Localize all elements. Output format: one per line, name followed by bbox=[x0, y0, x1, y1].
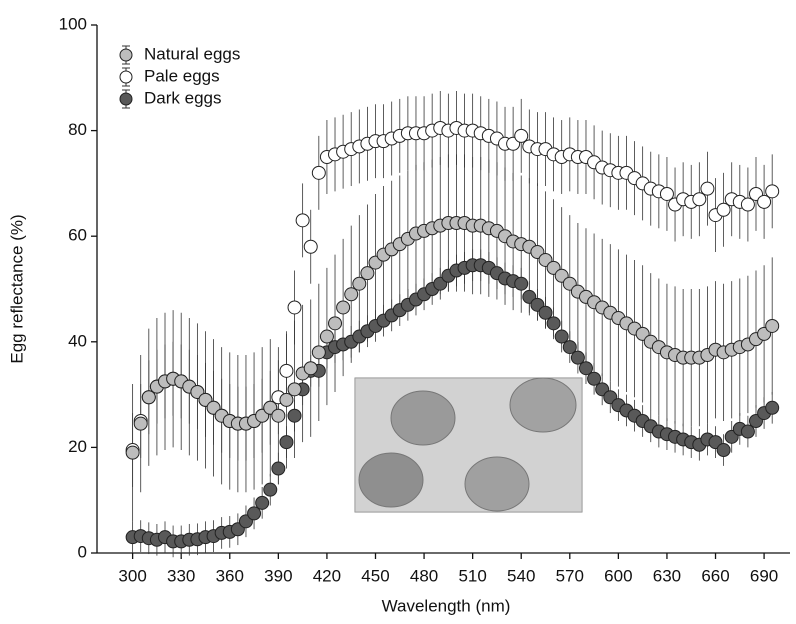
point bbox=[765, 400, 780, 415]
point bbox=[271, 408, 286, 423]
point bbox=[303, 361, 318, 376]
x-tick-label: 570 bbox=[556, 566, 584, 585]
point bbox=[287, 408, 302, 423]
x-tick-label: 480 bbox=[410, 566, 438, 585]
x-tick-label: 600 bbox=[604, 566, 632, 585]
x-tick-label: 630 bbox=[653, 566, 681, 585]
x-tick-label: 330 bbox=[167, 566, 195, 585]
point bbox=[570, 350, 585, 365]
x-axis-label: Wavelength (nm) bbox=[382, 596, 511, 615]
legend-label: Dark eggs bbox=[144, 88, 221, 107]
y-tick-label: 60 bbox=[68, 226, 87, 245]
point bbox=[303, 239, 318, 254]
x-tick-label: 450 bbox=[361, 566, 389, 585]
y-tick-label: 20 bbox=[68, 437, 87, 456]
point bbox=[319, 329, 334, 344]
point bbox=[247, 506, 262, 521]
point bbox=[133, 416, 148, 431]
point bbox=[700, 181, 715, 196]
point bbox=[578, 361, 593, 376]
point bbox=[765, 318, 780, 333]
point bbox=[659, 186, 674, 201]
point bbox=[360, 266, 375, 281]
point bbox=[295, 213, 310, 228]
inset-photo bbox=[354, 377, 583, 513]
point bbox=[562, 340, 577, 355]
y-tick-label: 100 bbox=[59, 14, 87, 33]
x-tick-label: 360 bbox=[216, 566, 244, 585]
point bbox=[344, 287, 359, 302]
point bbox=[271, 461, 286, 476]
point bbox=[692, 192, 707, 207]
x-tick-label: 510 bbox=[458, 566, 486, 585]
point bbox=[716, 443, 731, 458]
point bbox=[311, 165, 326, 180]
x-tick-label: 420 bbox=[313, 566, 341, 585]
point bbox=[279, 392, 294, 407]
y-tick-label: 0 bbox=[78, 542, 87, 561]
x-tick-label: 390 bbox=[264, 566, 292, 585]
point bbox=[514, 276, 529, 291]
point bbox=[287, 300, 302, 315]
x-tick-label: 300 bbox=[118, 566, 146, 585]
point bbox=[141, 390, 156, 405]
point bbox=[279, 435, 294, 450]
legend-label: Natural eggs bbox=[144, 44, 240, 63]
point bbox=[538, 305, 553, 320]
point bbox=[554, 329, 569, 344]
point bbox=[263, 482, 278, 497]
point bbox=[740, 197, 755, 212]
point bbox=[311, 345, 326, 360]
point bbox=[765, 184, 780, 199]
legend-marker bbox=[119, 70, 133, 84]
point bbox=[716, 202, 731, 217]
point bbox=[546, 316, 561, 331]
y-tick-label: 80 bbox=[68, 120, 87, 139]
point bbox=[279, 363, 294, 378]
x-tick-label: 690 bbox=[750, 566, 778, 585]
point bbox=[514, 128, 529, 143]
point bbox=[740, 424, 755, 439]
point bbox=[328, 316, 343, 331]
x-tick-label: 660 bbox=[701, 566, 729, 585]
point bbox=[757, 194, 772, 209]
point bbox=[125, 445, 140, 460]
point bbox=[255, 495, 270, 510]
y-axis-label: Egg reflectance (%) bbox=[7, 214, 26, 363]
point bbox=[352, 276, 367, 291]
point bbox=[587, 371, 602, 386]
y-tick-label: 40 bbox=[68, 331, 87, 350]
x-tick-label: 540 bbox=[507, 566, 535, 585]
point bbox=[336, 300, 351, 315]
legend: Natural eggs Pale eggs Dark eggs bbox=[119, 44, 240, 109]
legend-marker bbox=[119, 92, 133, 106]
legend-label: Pale eggs bbox=[144, 66, 220, 85]
legend-marker bbox=[119, 48, 133, 62]
point bbox=[287, 382, 302, 397]
